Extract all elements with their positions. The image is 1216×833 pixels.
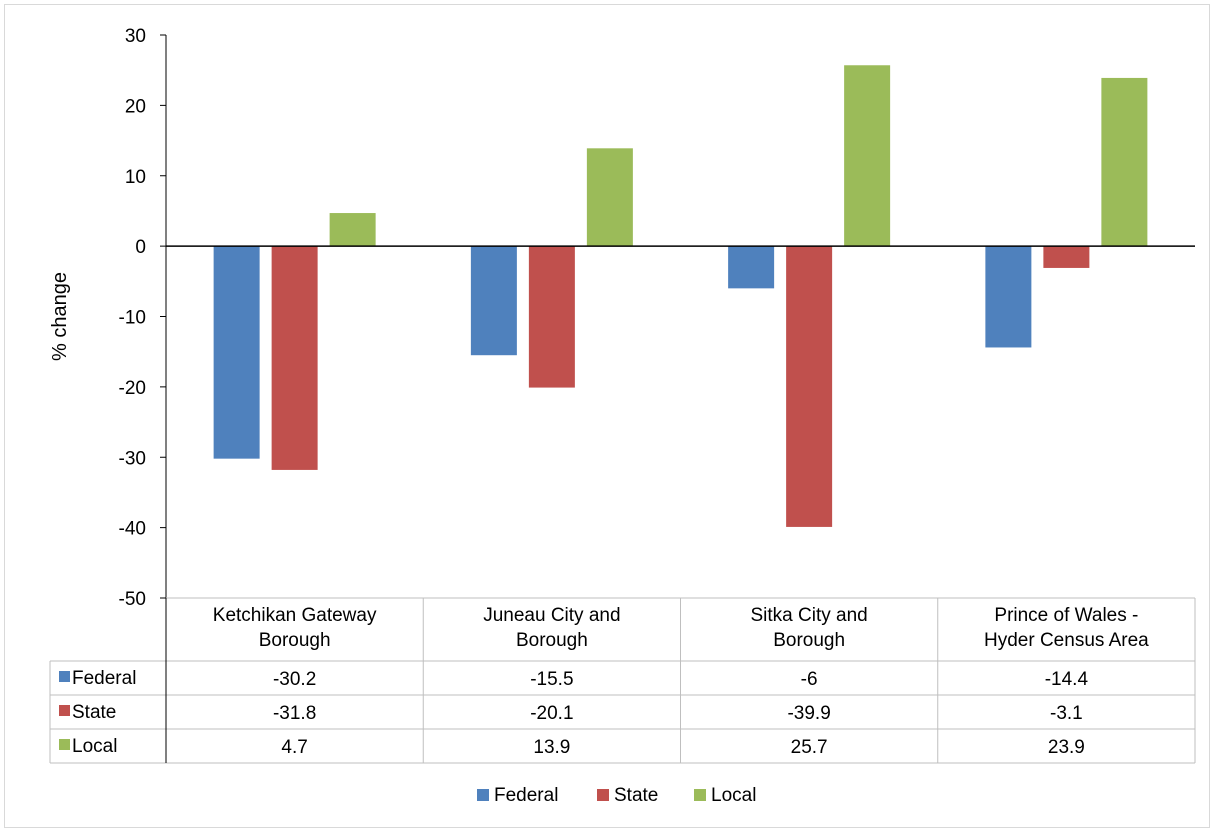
legend-key-federal <box>477 789 489 801</box>
table-series-name: Federal <box>72 668 136 689</box>
bar-federal-2 <box>728 246 775 289</box>
table-legend-key-federal <box>59 671 70 682</box>
table-data-label: 23.9 <box>1048 737 1085 758</box>
table-legend-key-local <box>59 739 70 750</box>
table-data-label: 13.9 <box>533 737 570 758</box>
table-data-label: -31.8 <box>273 703 316 724</box>
bar-local-2 <box>844 65 891 247</box>
table-data-label: -39.9 <box>787 703 830 724</box>
legend-key-local <box>694 789 706 801</box>
table-data-label: -15.5 <box>530 669 573 690</box>
table-series-name: State <box>72 702 116 723</box>
category-label: Hyder Census Area <box>984 630 1149 651</box>
y-tick-label: 10 <box>125 167 146 188</box>
category-label: Sitka City and <box>751 605 868 626</box>
table-data-label: -14.4 <box>1045 669 1089 690</box>
category-label: Borough <box>773 630 845 651</box>
bar-federal-1 <box>470 246 517 356</box>
bar-local-0 <box>329 213 376 247</box>
bar-state-1 <box>528 246 575 388</box>
y-tick-label: -50 <box>119 589 146 610</box>
y-tick-label: -40 <box>119 519 146 540</box>
bar-state-0 <box>271 246 318 470</box>
bar-local-3 <box>1101 77 1148 247</box>
legend-label: State <box>614 785 658 806</box>
y-tick-label: -20 <box>119 378 146 399</box>
bar-state-3 <box>1043 246 1090 268</box>
table-data-label: -30.2 <box>273 669 316 690</box>
bar-local-1 <box>586 148 633 247</box>
table-legend-key-state <box>59 705 70 716</box>
table-data-label: 4.7 <box>281 737 307 758</box>
y-tick-label: 30 <box>125 26 146 47</box>
category-label: Prince of Wales - <box>994 605 1138 626</box>
table-data-label: -20.1 <box>530 703 573 724</box>
bar-federal-3 <box>985 246 1032 348</box>
legend-label: Federal <box>494 785 558 806</box>
table-data-label: -3.1 <box>1050 703 1083 724</box>
y-tick-label: -10 <box>119 308 146 329</box>
y-tick-label: 0 <box>135 237 146 258</box>
y-tick-label: 20 <box>125 96 146 117</box>
y-tick-label: -30 <box>119 448 146 469</box>
table-data-label: 25.7 <box>791 737 828 758</box>
y-axis-title: % change <box>49 272 71 361</box>
chart-frame <box>4 4 1210 828</box>
bar-state-2 <box>786 246 833 527</box>
category-label: Juneau City and <box>483 605 620 626</box>
bar-federal-0 <box>213 246 260 459</box>
category-label: Borough <box>259 630 331 651</box>
legend-label: Local <box>711 785 756 806</box>
legend-key-state <box>597 789 609 801</box>
table-series-name: Local <box>72 736 117 757</box>
table-data-label: -6 <box>801 669 818 690</box>
category-label: Borough <box>516 630 588 651</box>
category-label: Ketchikan Gateway <box>213 605 377 626</box>
